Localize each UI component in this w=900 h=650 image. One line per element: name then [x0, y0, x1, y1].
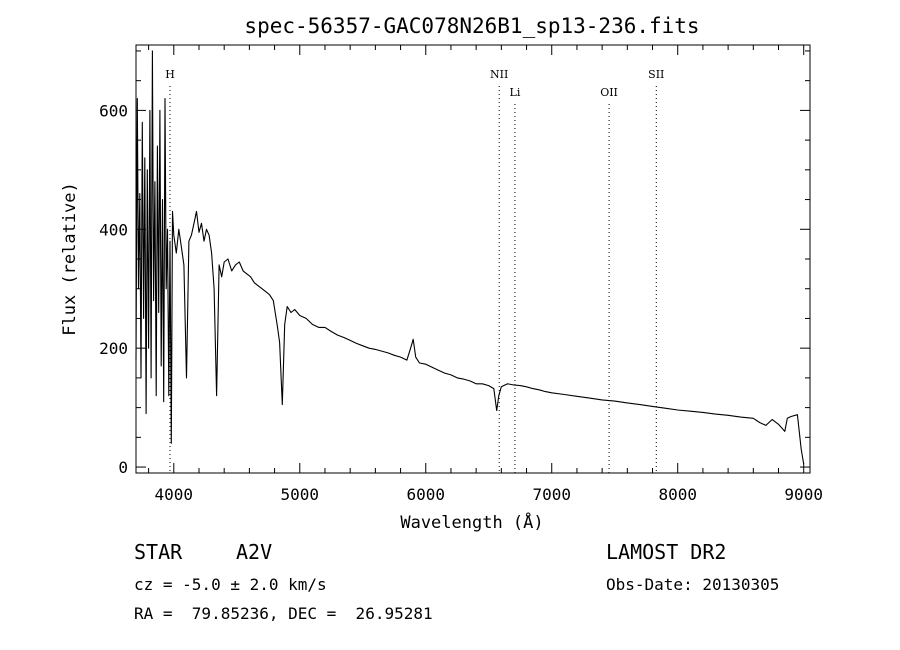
- object-class: STAR: [134, 540, 183, 564]
- y-tick-label: 600: [99, 101, 128, 120]
- x-axis-label: Wavelength (Å): [400, 511, 543, 533]
- y-tick-label: 200: [99, 339, 128, 358]
- y-tick-label: 400: [99, 220, 128, 239]
- y-axis-label: Flux (relative): [60, 182, 80, 336]
- spectral-line-label: Li: [510, 86, 521, 99]
- spectral-line-label: H: [165, 68, 175, 81]
- x-tick-label: 8000: [658, 485, 697, 504]
- spectral-line-label: SII: [648, 68, 664, 81]
- observation-date: Obs-Date: 20130305: [606, 575, 780, 594]
- y-tick-label: 0: [118, 458, 128, 477]
- x-tick-label: 4000: [155, 485, 194, 504]
- x-tick-label: 6000: [406, 485, 445, 504]
- redshift-text: cz = -5.0 ± 2.0 km/s: [134, 575, 327, 594]
- spectral-line-label: NII: [490, 68, 508, 81]
- axis-ticks: 4000 5000 6000 7000 8000 9000 0 200 400 600: [99, 45, 823, 504]
- spectrum-series: [135, 50, 805, 465]
- x-tick-label: 7000: [532, 485, 571, 504]
- chart-title: spec-56357-GAC078N26B1_sp13-236.fits: [244, 14, 699, 38]
- spectral-line-label: OII: [600, 86, 618, 99]
- plot-frame: [135, 44, 811, 474]
- coordinates-text: RA = 79.85236, DEC = 26.95281: [134, 604, 433, 623]
- x-tick-label: 9000: [784, 485, 823, 504]
- object-subclass: A2V: [236, 540, 273, 564]
- spectrum-line: [135, 50, 805, 465]
- x-tick-label: 5000: [281, 485, 320, 504]
- survey-name: LAMOST DR2: [606, 540, 727, 564]
